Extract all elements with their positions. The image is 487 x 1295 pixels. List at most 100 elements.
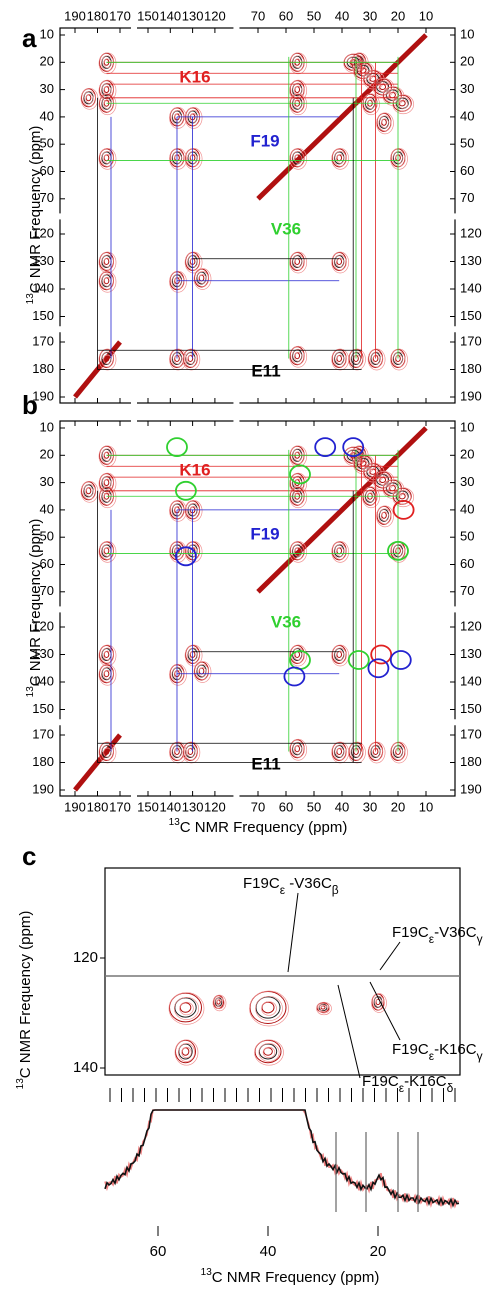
x-axis-label: 13C NMR Frequency (ppm)	[201, 1267, 380, 1286]
contour	[291, 489, 305, 506]
highlight-circle	[175, 546, 197, 567]
contour	[100, 151, 115, 167]
contour	[103, 86, 110, 94]
contour	[350, 52, 369, 75]
x-tick-label: 130	[182, 8, 204, 23]
contour	[168, 992, 205, 1025]
contour	[103, 277, 110, 285]
x-tick-label: 40	[335, 8, 349, 23]
y-tick-label: 130	[460, 253, 482, 268]
contour	[85, 486, 94, 497]
contour	[258, 1043, 280, 1062]
y-tick-label: 120	[460, 225, 482, 240]
label-superscript: 13	[25, 293, 36, 305]
text-part: K	[439, 1041, 449, 1058]
contour	[294, 744, 303, 755]
y-tick-label: 20	[40, 54, 54, 69]
contour	[378, 508, 392, 525]
contour	[169, 348, 187, 371]
annotation-leader	[379, 941, 401, 971]
contour	[177, 1043, 196, 1062]
x-tick-label: 170	[109, 799, 131, 814]
contour	[212, 994, 227, 1012]
x-tick-label: 140	[159, 799, 181, 814]
contour	[372, 354, 381, 365]
label-superscript: 13	[15, 1078, 26, 1090]
contour	[367, 741, 386, 764]
peak-annotation: F19Cε-K16Cγ	[392, 1041, 483, 1063]
contour	[193, 268, 212, 290]
contour	[187, 647, 201, 664]
contour	[294, 492, 303, 503]
y-tick-label: 10	[40, 419, 54, 434]
contour	[103, 354, 112, 365]
contour	[373, 995, 385, 1011]
y-tick-label: 140	[32, 673, 54, 688]
label-text: C NMR Frequency (ppm)	[27, 519, 44, 687]
contour	[184, 107, 203, 129]
highlight-circle	[283, 666, 306, 687]
y-tick-label: 10	[460, 419, 474, 434]
y-tick-label: 170	[460, 333, 482, 348]
y-tick-label: 150	[32, 701, 54, 716]
contour	[171, 666, 185, 683]
y-tick-label: 40	[40, 501, 54, 516]
contour	[98, 79, 117, 102]
text-part: δ	[447, 1081, 454, 1095]
contour	[103, 276, 112, 287]
contour	[174, 997, 197, 1018]
contour	[169, 663, 187, 686]
contour	[100, 543, 115, 560]
contour	[82, 90, 97, 107]
y-tick-label: 50	[460, 136, 474, 151]
contour	[171, 744, 185, 761]
plot-frame	[104, 867, 461, 1076]
contour	[350, 744, 364, 761]
contour	[103, 85, 112, 96]
x-tick-label: 60	[150, 1243, 167, 1260]
text-part: 1	[419, 1073, 427, 1090]
contour	[98, 472, 117, 495]
contour	[333, 543, 347, 560]
contour	[394, 354, 404, 365]
contour	[395, 490, 412, 505]
contour	[261, 1001, 277, 1016]
contour	[294, 546, 303, 557]
contour	[182, 741, 201, 764]
y-tick-label: 120	[460, 618, 482, 633]
y-tick-label: 140	[460, 280, 482, 295]
contour	[193, 661, 212, 683]
contour	[331, 644, 350, 667]
text-part: 9	[261, 875, 269, 892]
y-tick-label: 180	[460, 754, 482, 769]
text-part: F	[243, 875, 252, 892]
label-text: C NMR Frequency (ppm)	[17, 911, 34, 1079]
contour	[254, 1039, 284, 1066]
contour	[169, 741, 187, 764]
contour	[392, 94, 415, 115]
contour	[189, 650, 198, 661]
contour	[289, 445, 308, 468]
highlight-circle	[389, 650, 412, 670]
residue-label: E11	[251, 361, 280, 380]
contour	[294, 99, 303, 110]
contour	[189, 113, 198, 123]
contour	[85, 93, 94, 104]
contour	[333, 151, 347, 167]
contour	[352, 354, 362, 365]
contour	[370, 744, 384, 761]
highlight-circle	[314, 437, 337, 458]
text-part: 1	[371, 1073, 379, 1090]
contour	[169, 270, 187, 293]
contour	[171, 151, 185, 167]
x-tick-label: 40	[335, 799, 349, 814]
text-part: 1	[401, 1041, 409, 1058]
contour	[100, 273, 115, 290]
contour	[215, 999, 224, 1007]
contour	[189, 546, 198, 557]
text-part: F	[392, 1041, 401, 1058]
x-tick-label: 190	[64, 799, 86, 814]
contour	[291, 741, 305, 758]
contour	[103, 669, 112, 680]
contour	[100, 351, 115, 368]
